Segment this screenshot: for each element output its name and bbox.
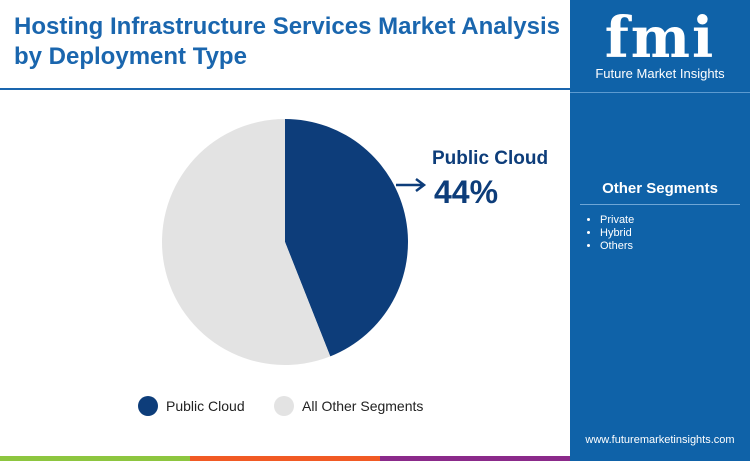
- legend-label: Public Cloud: [166, 398, 245, 414]
- segment-item: Hybrid: [600, 227, 634, 240]
- pie-slice-all-other-segments: [162, 119, 331, 365]
- footer-bar-blue: [570, 456, 750, 461]
- footer-bar-green: [0, 456, 190, 461]
- footer-bar-purple: [380, 456, 570, 461]
- website-link[interactable]: www.futuremarketinsights.com: [585, 434, 735, 446]
- segments-divider: [580, 204, 740, 205]
- page-title: Hosting Infrastructure Services Market A…: [14, 13, 560, 70]
- segment-item: Private: [600, 214, 634, 227]
- logo-mark: fmi: [604, 5, 716, 71]
- side-panel: fmi Future Market Insights Other Segment…: [570, 0, 750, 456]
- pie-chart: [162, 119, 427, 365]
- fmi-logo: fmi Future Market Insights: [570, 8, 750, 81]
- segments-list: Private Hybrid Others: [584, 214, 634, 253]
- other-segments-title: Other Segments: [602, 180, 718, 197]
- callout-label: Public Cloud: [432, 148, 549, 169]
- legend-item-other: All Other Segments: [274, 396, 423, 416]
- brand-name: Future Market Insights: [595, 66, 725, 81]
- panel-divider: [570, 92, 750, 93]
- legend-label: All Other Segments: [302, 398, 424, 414]
- segment-item: Others: [600, 240, 634, 253]
- callout-arrow-icon: [396, 178, 427, 192]
- title-divider: [0, 88, 570, 90]
- callout-value: 44%: [434, 174, 499, 210]
- pie-slice-public-cloud: [285, 119, 408, 357]
- legend-item-public-cloud: Public Cloud: [138, 396, 245, 416]
- legend-swatch: [138, 396, 158, 416]
- footer-bar-orange: [190, 456, 380, 461]
- legend-swatch: [274, 396, 294, 416]
